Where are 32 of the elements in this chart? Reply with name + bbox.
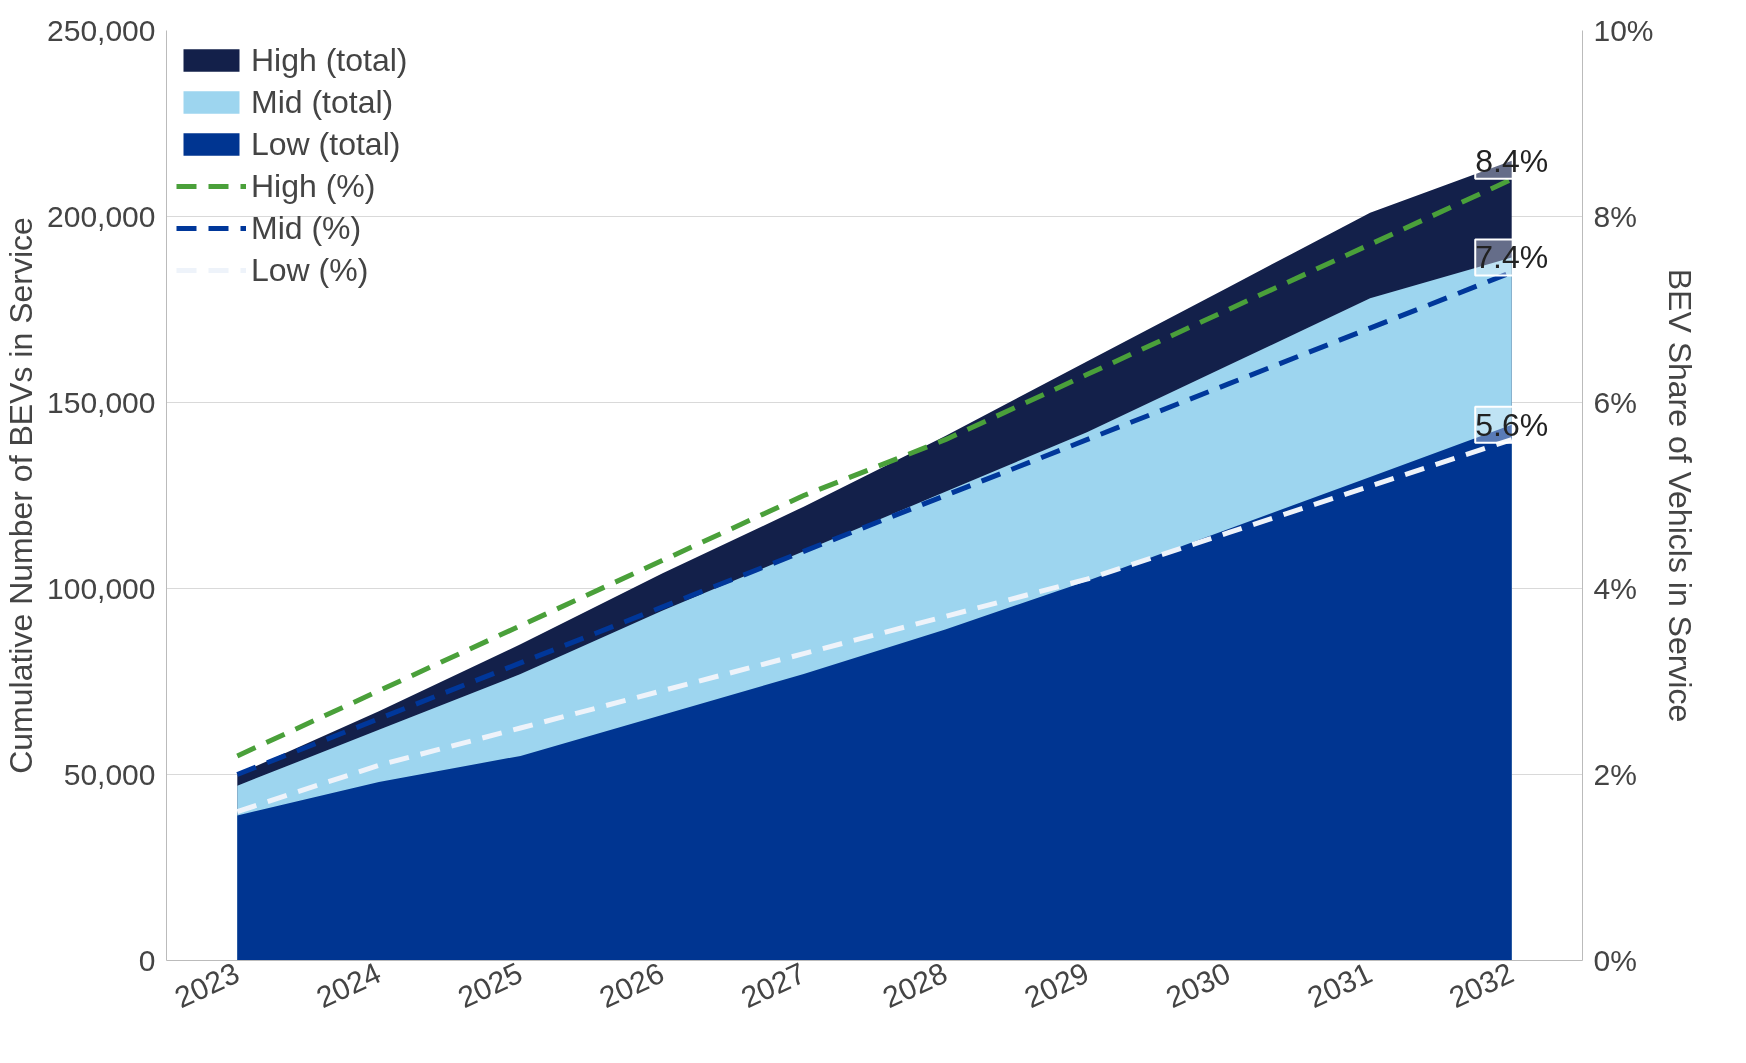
annotation: 5.6% xyxy=(1475,406,1549,443)
y-axis-title: Cumulative Number of BEVs in Service xyxy=(3,217,40,774)
x-tick-label: 2031 xyxy=(1302,956,1377,1015)
x-tick-label: 2027 xyxy=(736,956,811,1015)
legend-label: High (total) xyxy=(251,40,408,80)
y2-tick-label: 6% xyxy=(1593,386,1637,419)
x-tick-label: 2032 xyxy=(1444,956,1519,1015)
x-tick-label: 2029 xyxy=(1019,956,1094,1015)
x-tick-label: 2030 xyxy=(1160,956,1236,1015)
y-tick-label: 0 xyxy=(138,943,156,977)
legend-label: Mid (total) xyxy=(251,82,394,122)
y2-tick-label: 2% xyxy=(1593,758,1637,791)
y-tick-label: 50,000 xyxy=(63,757,156,791)
legend-label: Low (%) xyxy=(251,250,369,290)
y-tick-label: 100,000 xyxy=(47,571,156,605)
legend-label: High (%) xyxy=(251,166,376,206)
x-tick-label: 2023 xyxy=(169,956,245,1015)
y2-tick-label: 8% xyxy=(1593,200,1637,233)
x-tick-label: 2024 xyxy=(311,956,386,1015)
y2-tick-label: 10% xyxy=(1593,14,1654,47)
x-tick-label: 2025 xyxy=(452,956,528,1015)
y-tick-label: 200,000 xyxy=(47,199,156,233)
y2-tick-label: 4% xyxy=(1593,572,1637,605)
y-tick-label: 150,000 xyxy=(47,385,156,419)
annotation: 8.4% xyxy=(1475,142,1549,179)
legend-label: Low (total) xyxy=(251,124,401,164)
x-tick-label: 2028 xyxy=(877,956,953,1015)
y2-tick-label: 0% xyxy=(1593,944,1637,977)
legend-label: Mid (%) xyxy=(251,208,362,248)
y-tick-label: 250,000 xyxy=(47,13,156,47)
y2-axis-title: BEV Share of Vehicls in Service xyxy=(1661,268,1698,723)
x-tick-label: 2026 xyxy=(594,956,669,1015)
